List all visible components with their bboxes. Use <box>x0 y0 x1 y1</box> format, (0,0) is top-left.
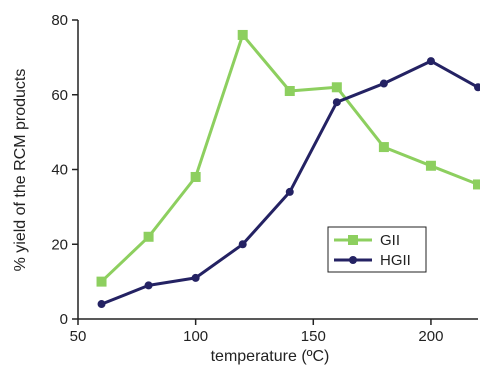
data-point-hgii <box>426 57 435 66</box>
legend-item-gii: GII <box>334 232 400 249</box>
data-point-gii <box>473 179 480 190</box>
data-point-hgii <box>238 240 247 249</box>
legend-item-hgii: HGII <box>334 252 411 269</box>
x-tick-label: 50 <box>70 328 87 345</box>
legend-label-hgii: HGII <box>380 252 411 269</box>
data-point-gii <box>425 160 436 171</box>
ticks: 50 100 150 200 0 20 40 60 80 <box>51 12 443 345</box>
y-axis-title: % yield of the RCM products <box>12 69 29 272</box>
y-tick-label: 40 <box>51 162 68 179</box>
series-layer <box>96 29 480 309</box>
data-point-gii <box>96 276 107 287</box>
data-point-hgii <box>332 98 341 107</box>
data-point-gii <box>284 86 295 97</box>
x-tick-label: 100 <box>183 328 208 345</box>
data-point-hgii <box>474 83 480 92</box>
legend: GII HGII <box>327 226 427 273</box>
y-tick-label: 20 <box>51 236 68 253</box>
x-tick-label: 150 <box>301 328 326 345</box>
legend-box <box>327 226 427 273</box>
axes <box>77 20 478 320</box>
data-point-hgii <box>379 79 388 88</box>
data-point-gii <box>143 231 154 242</box>
data-point-gii <box>237 29 248 40</box>
y-tick-label: 80 <box>51 12 68 29</box>
series-gii <box>96 29 480 287</box>
data-point-hgii <box>97 300 106 309</box>
legend-marker-gii <box>348 235 358 245</box>
data-point-gii <box>190 171 201 182</box>
x-tick-label: 200 <box>418 328 443 345</box>
data-point-gii <box>378 142 389 153</box>
legend-label-gii: GII <box>380 232 400 249</box>
data-point-hgii <box>285 187 294 196</box>
legend-marker-hgii <box>349 256 357 264</box>
data-point-hgii <box>144 281 153 290</box>
x-axis-title: temperature (ºC) <box>211 348 330 365</box>
y-tick-label: 0 <box>60 311 68 328</box>
data-point-gii <box>331 82 342 93</box>
series-hgii <box>97 57 480 309</box>
data-point-hgii <box>191 273 200 282</box>
y-tick-label: 60 <box>51 87 68 104</box>
